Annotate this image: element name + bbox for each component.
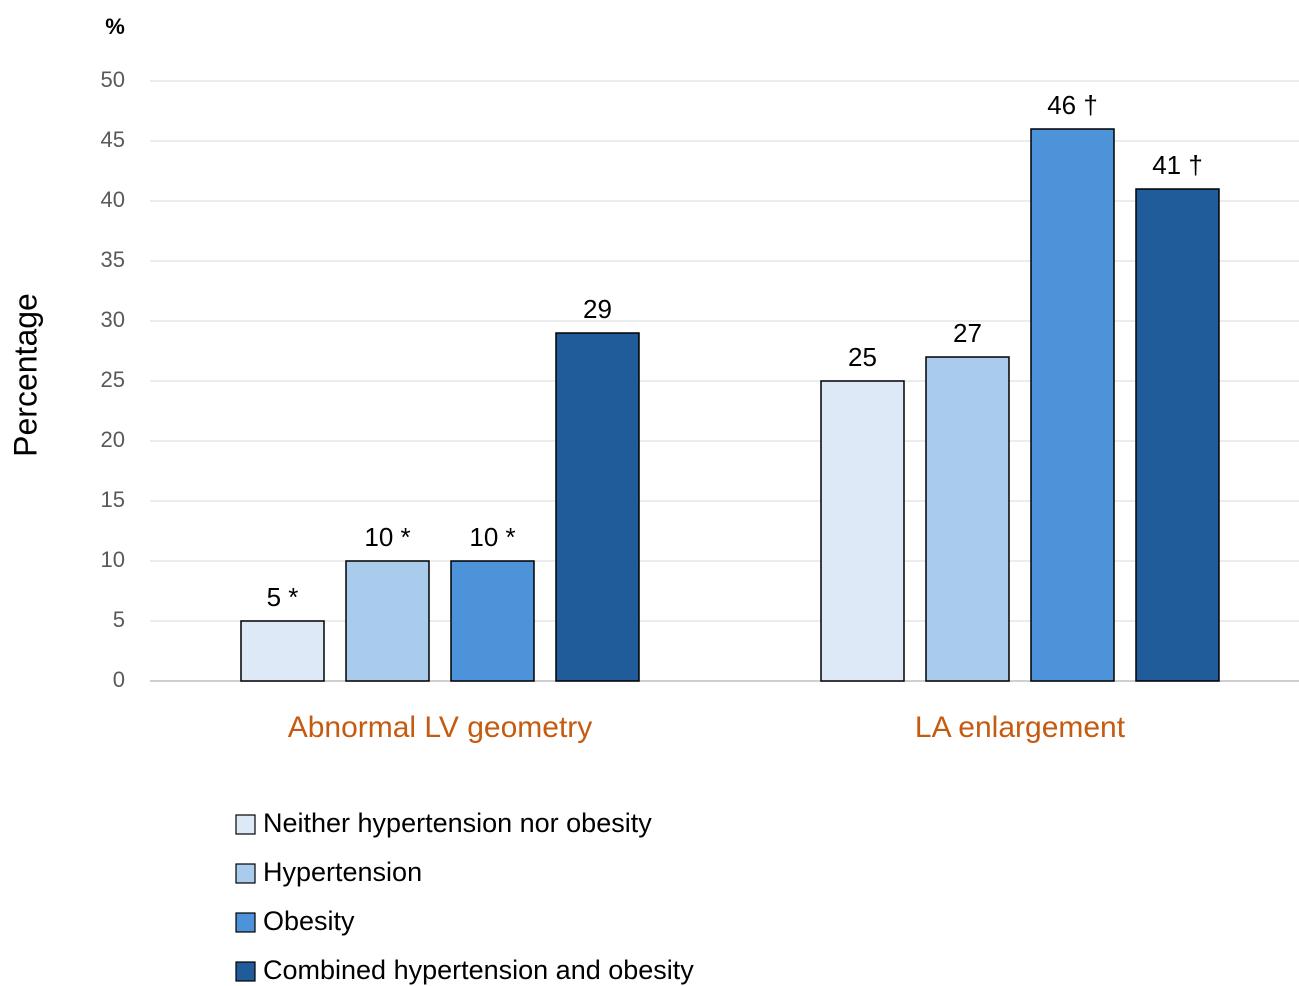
bar [450,560,535,682]
bar [240,620,325,682]
value-label: 46 † [1047,90,1098,120]
bar [345,560,430,682]
y-tick-label: 50 [101,67,125,92]
value-label: 10 * [469,522,515,552]
category-label: LA enlargement [915,711,1126,744]
y-tick-label: 5 [113,607,125,632]
y-tick-label: 20 [101,427,125,452]
category-label: Abnormal LV geometry [288,711,593,744]
value-label: 29 [583,294,612,324]
bar [820,380,905,682]
y-tick-label: 25 [101,367,125,392]
bar [1135,188,1220,682]
legend-label: Neither hypertension nor obesity [263,808,652,838]
legend-swatch [235,814,256,835]
value-label: 41 † [1152,150,1203,180]
value-label: 25 [848,342,877,372]
y-tick-label: 10 [101,547,125,572]
legend-swatch [235,912,256,933]
y-axis-title: Percentage [7,293,43,457]
y-unit: % [105,14,125,39]
legend-label: Combined hypertension and obesity [263,955,694,985]
y-tick-label: 45 [101,127,125,152]
legend-swatch [235,961,256,982]
bar [925,356,1010,682]
y-tick-label: 30 [101,307,125,332]
y-tick-label: 15 [101,487,125,512]
bar [1030,128,1115,682]
legend-swatch [235,863,256,884]
value-label: 27 [953,318,982,348]
value-label: 5 * [267,582,299,612]
bar [555,332,640,682]
legend-label: Hypertension [263,857,422,887]
legend-label: Obesity [263,906,355,936]
y-tick-label: 0 [113,667,125,692]
value-label: 10 * [364,522,410,552]
y-tick-label: 35 [101,247,125,272]
y-tick-label: 40 [101,187,125,212]
